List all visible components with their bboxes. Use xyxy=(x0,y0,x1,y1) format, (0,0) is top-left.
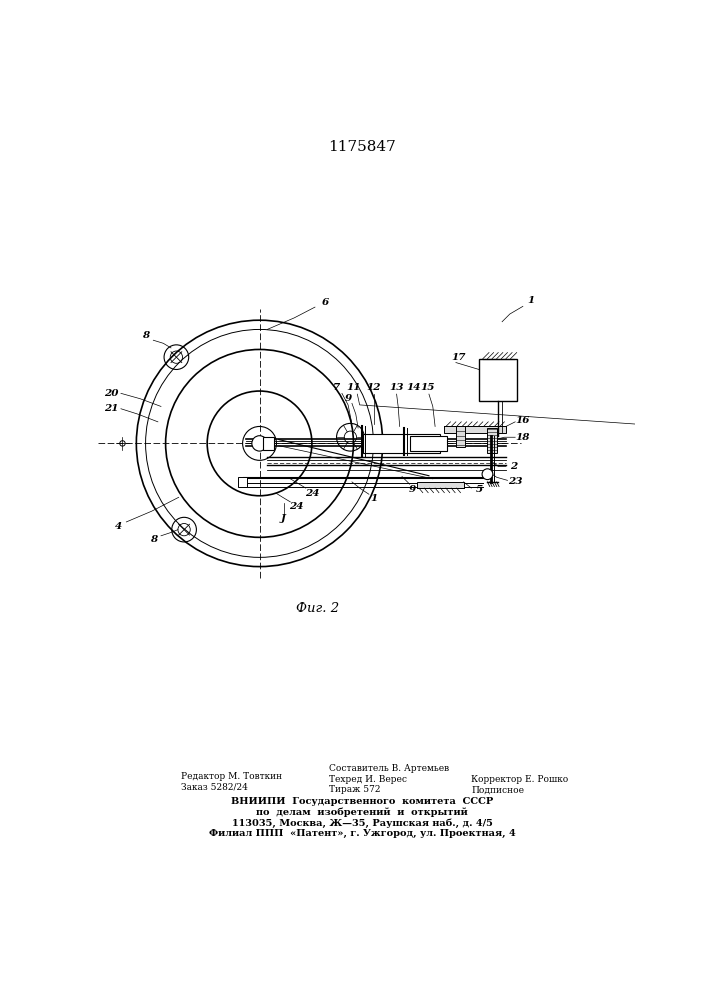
Text: 17: 17 xyxy=(451,353,465,362)
Text: 1175847: 1175847 xyxy=(328,140,396,154)
Bar xyxy=(363,434,440,453)
Text: 9: 9 xyxy=(409,485,416,494)
Text: Корректор Е. Рошко: Корректор Е. Рошко xyxy=(472,775,568,784)
Text: 20: 20 xyxy=(105,389,119,398)
Text: 113035, Москва, Ж—35, Раушская наб., д. 4/5: 113035, Москва, Ж—35, Раушская наб., д. … xyxy=(231,818,492,828)
Text: Тираж 572: Тираж 572 xyxy=(329,785,380,794)
Text: 11: 11 xyxy=(346,383,361,392)
Text: 14: 14 xyxy=(407,383,421,392)
Text: J: J xyxy=(280,514,285,523)
Text: 21: 21 xyxy=(105,404,119,413)
Bar xyxy=(238,477,247,487)
Bar xyxy=(456,426,465,447)
Text: Заказ 5282/24: Заказ 5282/24 xyxy=(181,782,248,791)
Text: по  делам  изобретений  и  открытий: по делам изобретений и открытий xyxy=(256,807,468,817)
Text: Подписное: Подписное xyxy=(472,786,525,795)
Circle shape xyxy=(482,469,493,480)
Text: Фиг. 2: Фиг. 2 xyxy=(296,602,339,615)
Text: 7: 7 xyxy=(333,383,340,392)
Text: 1: 1 xyxy=(370,494,377,503)
Text: 1: 1 xyxy=(527,296,534,305)
Text: 24: 24 xyxy=(305,489,319,498)
Text: 5: 5 xyxy=(475,485,483,494)
Text: 15: 15 xyxy=(420,383,435,392)
Text: 23: 23 xyxy=(508,477,522,486)
Circle shape xyxy=(252,436,267,451)
Text: Редактор М. Товткин: Редактор М. Товткин xyxy=(181,772,282,781)
Bar xyxy=(444,426,506,433)
Text: 18: 18 xyxy=(515,433,530,442)
Text: ВНИИПИ  Государственного  комитета  СССР: ВНИИПИ Государственного комитета СССР xyxy=(230,797,493,806)
Text: 16: 16 xyxy=(515,416,530,425)
Text: 13: 13 xyxy=(390,383,404,392)
Text: 8: 8 xyxy=(150,535,157,544)
Text: 4: 4 xyxy=(115,522,122,531)
Bar xyxy=(409,436,447,451)
Bar xyxy=(417,482,464,488)
Bar xyxy=(486,428,498,453)
Text: 24: 24 xyxy=(289,502,304,511)
Text: Филиал ППП  «Патент», г. Ужгород, ул. Проектная, 4: Филиал ППП «Патент», г. Ужгород, ул. Про… xyxy=(209,829,515,838)
Text: Составитель В. Артемьев: Составитель В. Артемьев xyxy=(329,764,449,773)
Text: 6: 6 xyxy=(322,298,329,307)
Text: 9: 9 xyxy=(344,394,351,403)
Bar xyxy=(264,437,274,450)
Bar xyxy=(479,359,518,401)
Text: 8: 8 xyxy=(142,331,149,340)
Text: 12: 12 xyxy=(366,383,381,392)
Text: Техред И. Верес: Техред И. Верес xyxy=(329,775,407,784)
Text: 2: 2 xyxy=(510,462,518,471)
